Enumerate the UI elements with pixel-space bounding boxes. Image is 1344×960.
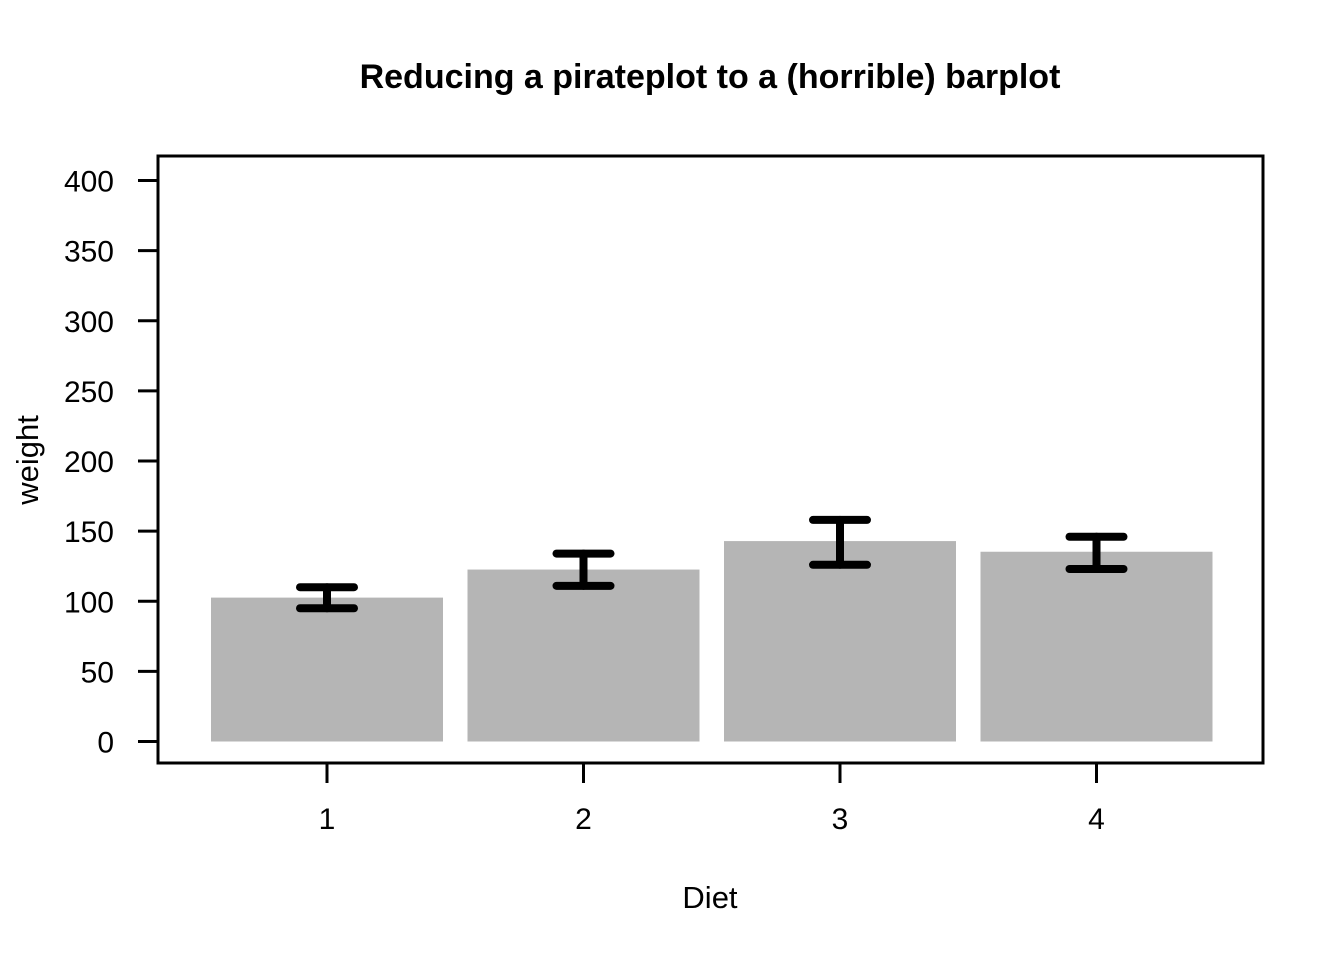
x-tick-label-3: 3 xyxy=(832,803,849,836)
x-axis-title: Diet xyxy=(682,880,738,915)
y-tick-label-0: 0 xyxy=(97,727,114,760)
bar-diet-4 xyxy=(980,551,1213,742)
x-tick-label-4: 4 xyxy=(1088,803,1105,836)
y-tick-label-150: 150 xyxy=(64,516,114,549)
y-tick-label-200: 200 xyxy=(64,446,114,479)
plot-layer: 0 50 100 150 200 250 300 350 400 1 2 3 4 xyxy=(64,154,1265,836)
bar-diet-3 xyxy=(724,541,956,742)
y-tick-label-50: 50 xyxy=(81,656,114,689)
y-tick-label-300: 300 xyxy=(64,306,114,339)
y-tick-label-400: 400 xyxy=(64,166,114,199)
y-tick-label-100: 100 xyxy=(64,586,114,619)
y-tick-label-250: 250 xyxy=(64,376,114,409)
bar-diet-2 xyxy=(467,569,700,742)
x-tick-label-1: 1 xyxy=(319,803,336,836)
y-axis-title: weight xyxy=(10,415,45,506)
chart-title: Reducing a pirateplot to a (horrible) ba… xyxy=(360,58,1061,96)
bar-diet-1 xyxy=(211,597,443,742)
x-tick-label-2: 2 xyxy=(575,803,592,836)
y-tick-label-350: 350 xyxy=(64,236,114,269)
